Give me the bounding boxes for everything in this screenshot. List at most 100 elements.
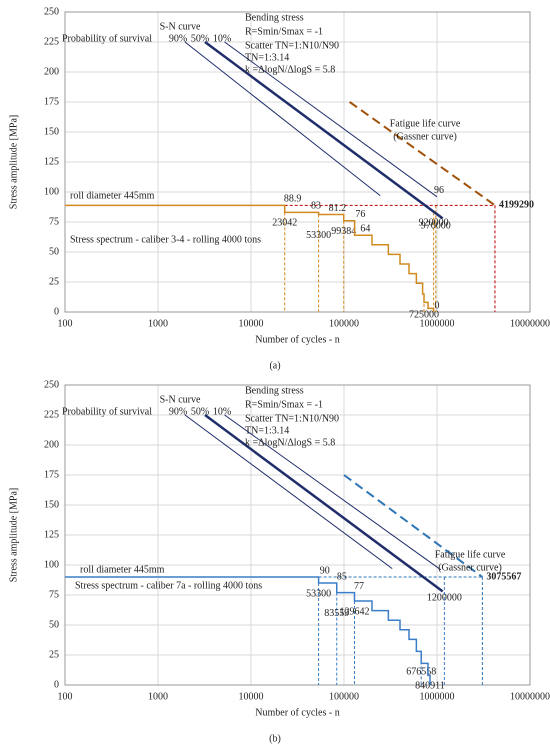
cycle-mark-label: 83559 — [324, 608, 349, 619]
annotation: roll diameter 445mm — [70, 190, 155, 201]
y-tick-label: 250 — [44, 379, 59, 390]
endpoint-label: 4199290 — [499, 200, 534, 211]
y-tick-label: 100 — [44, 186, 59, 197]
y-tick-label: 75 — [49, 216, 59, 227]
annotation: S-N curve — [160, 21, 201, 32]
plot-border — [64, 11, 531, 313]
y-axis-label: Stress amplitude [MPa] — [8, 115, 19, 209]
y-tick-label: 25 — [49, 649, 59, 660]
annotation: k =ΔlogN/ΔlogS = 5.8 — [245, 64, 335, 75]
y-tick-label: 250 — [44, 6, 59, 17]
y-axis-label: Stress amplitude [MPa] — [8, 488, 19, 582]
series-label: 50% — [191, 406, 209, 417]
series-line — [184, 414, 393, 570]
plot-border — [64, 384, 531, 686]
y-tick-label: 0 — [54, 679, 59, 690]
annotation: (Gassner curve) — [438, 562, 502, 573]
y-tick-label: 200 — [44, 439, 59, 450]
series-label: Stress spectrum - caliber 7a - rolling 4… — [75, 580, 262, 591]
x-tick-label: 100 — [58, 318, 73, 329]
y-tick-label: 200 — [44, 66, 59, 77]
series-line — [224, 41, 438, 198]
x-axis-label: Number of cycles - n — [255, 334, 339, 345]
cycle-mark-label: 840911 — [415, 681, 445, 692]
annotation: Scatter TN=1:N10/N90 — [245, 40, 339, 51]
y-tick-label: 75 — [49, 589, 59, 600]
y-tick-label: 175 — [44, 469, 59, 480]
series-line — [65, 576, 431, 685]
level-label: 96 — [434, 185, 444, 196]
x-tick-label: 10000000 — [510, 318, 550, 329]
x-tick-label: 10000 — [239, 691, 264, 702]
level-label: 85 — [337, 571, 347, 582]
cycle-mark-label: 1200000 — [427, 592, 462, 603]
level-label: 81.2 — [329, 203, 347, 214]
series-label: 10% — [213, 33, 231, 44]
annotation: Scatter TN=1:N10/N90 — [245, 413, 339, 424]
y-tick-label: 0 — [54, 306, 59, 317]
series-label: 90% — [169, 33, 187, 44]
level-label: 90 — [320, 565, 330, 576]
annotation: Bending stress — [245, 385, 304, 396]
x-tick-label: 10000000 — [510, 691, 550, 702]
annotation: (Gassner curve) — [393, 131, 457, 142]
cycle-mark-label: 53300 — [306, 588, 331, 599]
cycle-mark-label: 53300 — [306, 230, 331, 241]
x-tick-label: 100000 — [329, 691, 359, 702]
series-label: 10% — [213, 406, 231, 417]
series-line — [343, 474, 483, 578]
series-line — [65, 204, 435, 312]
x-tick-label: 100000 — [329, 318, 359, 329]
y-tick-label: 125 — [44, 156, 59, 167]
caption: (b) — [269, 733, 281, 744]
x-tick-label: 100 — [58, 691, 73, 702]
cycle-mark-label: 725000 — [409, 309, 439, 320]
series-label: Stress spectrum - caliber 3-4 - rolling … — [70, 234, 261, 245]
level-label: 83 — [311, 201, 321, 212]
y-tick-label: 175 — [44, 96, 59, 107]
level-label: 88.9 — [284, 194, 302, 205]
cycle-mark-label: 676558 — [406, 667, 436, 678]
series-line — [349, 101, 496, 207]
series-label: Fatigue life curve — [390, 118, 461, 129]
annotation: R=Smin/Smax = -1 — [245, 26, 323, 37]
series-label: Fatigue life curve — [435, 549, 506, 560]
x-tick-label: 1000000 — [420, 318, 455, 329]
series-label: 90% — [169, 406, 187, 417]
x-tick-label: 1000 — [148, 318, 168, 329]
series-line — [184, 41, 381, 196]
x-tick-label: 1000000 — [420, 691, 455, 702]
annotation: R=Smin/Smax = -1 — [245, 399, 323, 410]
y-tick-label: 50 — [49, 246, 59, 257]
cycle-mark-label: 129642 — [339, 606, 369, 617]
level-label: 76 — [355, 209, 365, 220]
annotation: k =ΔlogN/ΔlogS = 5.8 — [245, 437, 335, 448]
annotation: TN=1:3.14 — [245, 425, 289, 436]
cycle-mark-label: 920000 — [419, 218, 449, 229]
series-label: 50% — [191, 33, 209, 44]
series-line — [204, 413, 444, 593]
annotation: Probability of survival — [62, 33, 152, 44]
y-tick-label: 150 — [44, 126, 59, 137]
level-label: 0 — [435, 300, 440, 311]
annotation: roll diameter 445mm — [80, 564, 165, 575]
x-tick-label: 1000 — [148, 691, 168, 702]
cycle-mark-label: 970000 — [421, 221, 451, 232]
level-label: 77 — [354, 581, 364, 592]
cycle-mark-label: 23042 — [272, 218, 297, 229]
y-tick-label: 225 — [44, 409, 59, 420]
y-tick-label: 100 — [44, 559, 59, 570]
x-tick-label: 10000 — [239, 318, 264, 329]
x-axis-label: Number of cycles - n — [255, 707, 339, 718]
y-tick-label: 25 — [49, 276, 59, 287]
endpoint-label: 3075567 — [486, 571, 521, 582]
cycle-mark-label: 99384 — [331, 226, 356, 237]
y-tick-label: 225 — [44, 36, 59, 47]
caption: (a) — [269, 360, 280, 371]
annotation: Bending stress — [245, 12, 304, 23]
annotation: S-N curve — [160, 394, 201, 405]
annotation: TN=1:3.14 — [245, 52, 289, 63]
annotation: Probability of survival — [62, 406, 152, 417]
series-line — [204, 40, 444, 220]
